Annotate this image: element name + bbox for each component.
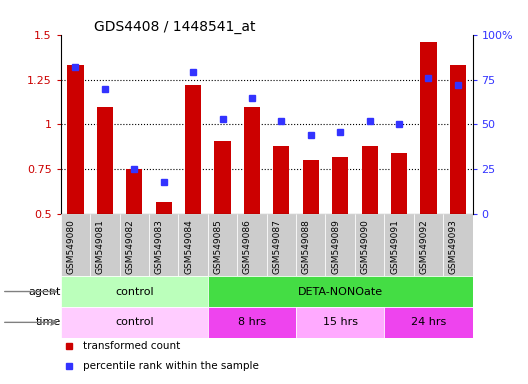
Bar	[208, 276, 473, 307]
Bar	[244, 106, 260, 214]
Bar	[208, 307, 296, 338]
Bar	[296, 214, 325, 276]
Bar	[208, 214, 237, 276]
Bar	[332, 157, 348, 214]
Bar	[68, 65, 83, 214]
Bar	[296, 307, 384, 338]
Text: GSM549093: GSM549093	[449, 219, 458, 274]
Text: 8 hrs: 8 hrs	[238, 317, 266, 327]
Text: GSM549087: GSM549087	[272, 219, 281, 274]
Text: GSM549080: GSM549080	[67, 219, 76, 274]
Bar	[443, 214, 473, 276]
Text: agent: agent	[29, 286, 61, 296]
Text: percentile rank within the sample: percentile rank within the sample	[83, 361, 259, 371]
Bar	[420, 42, 437, 214]
Text: 15 hrs: 15 hrs	[323, 317, 357, 327]
Bar	[384, 307, 473, 338]
Text: GSM549092: GSM549092	[419, 219, 428, 274]
Text: GSM549085: GSM549085	[213, 219, 222, 274]
Bar	[303, 161, 319, 214]
Bar	[391, 153, 407, 214]
Bar	[237, 214, 267, 276]
Text: GSM549081: GSM549081	[96, 219, 105, 274]
Text: GSM549083: GSM549083	[155, 219, 164, 274]
Bar	[156, 202, 172, 214]
Text: GSM549088: GSM549088	[302, 219, 311, 274]
Text: GSM549089: GSM549089	[331, 219, 340, 274]
Bar	[126, 169, 143, 214]
Bar	[61, 276, 208, 307]
Text: GSM549082: GSM549082	[125, 219, 134, 274]
Bar	[90, 214, 119, 276]
Bar	[97, 106, 113, 214]
Bar	[61, 214, 90, 276]
Text: transformed count: transformed count	[83, 341, 181, 351]
Bar	[274, 146, 289, 214]
Text: time: time	[35, 317, 61, 327]
Bar	[325, 214, 355, 276]
Text: control: control	[115, 317, 154, 327]
Bar	[149, 214, 178, 276]
Text: DETA-NONOate: DETA-NONOate	[298, 286, 383, 296]
Bar	[185, 85, 201, 214]
Bar	[414, 214, 443, 276]
Text: GSM549086: GSM549086	[243, 219, 252, 274]
Bar	[362, 146, 378, 214]
Bar	[119, 214, 149, 276]
Text: GDS4408 / 1448541_at: GDS4408 / 1448541_at	[93, 20, 255, 33]
Bar	[178, 214, 208, 276]
Bar	[384, 214, 414, 276]
Text: GSM549084: GSM549084	[184, 219, 193, 274]
Bar	[61, 307, 208, 338]
Bar	[214, 141, 231, 214]
Bar	[450, 65, 466, 214]
Text: GSM549090: GSM549090	[361, 219, 370, 274]
Text: GSM549091: GSM549091	[390, 219, 399, 274]
Text: control: control	[115, 286, 154, 296]
Bar	[267, 214, 296, 276]
Bar	[355, 214, 384, 276]
Text: 24 hrs: 24 hrs	[411, 317, 446, 327]
